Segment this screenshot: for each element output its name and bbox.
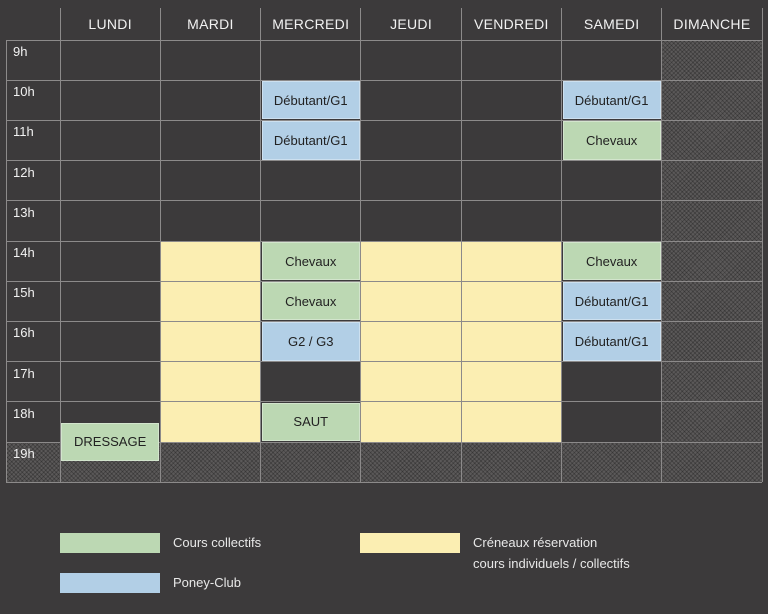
- grid-vline: [360, 8, 362, 483]
- hour-label: 14h: [13, 245, 35, 260]
- event-block: Débutant/G1: [261, 121, 360, 160]
- reservation-slot: [461, 241, 562, 442]
- grid-hline: [6, 361, 763, 363]
- legend-swatch-poney-club: [60, 573, 160, 593]
- grid-hline: [6, 481, 763, 483]
- event-label: DRESSAGE: [74, 434, 147, 450]
- hour-label: 17h: [13, 365, 35, 381]
- day-header: VENDREDI: [473, 16, 549, 32]
- day-header: JEUDI: [390, 16, 433, 32]
- event-block: Débutant/G1: [562, 322, 661, 361]
- grid-hline: [6, 79, 763, 81]
- hour-label: 9h: [13, 44, 28, 59]
- hour-label: 15h: [13, 285, 35, 301]
- event-block: G2 / G3: [261, 322, 360, 361]
- event-block: Chevaux: [562, 121, 661, 160]
- legend-label-poney-club: Poney-Club: [173, 575, 241, 590]
- legend-label-reservation-line1: Créneaux réservation: [473, 535, 598, 550]
- hour-label: 12h: [13, 164, 35, 180]
- day-header: DIMANCHE: [673, 16, 751, 32]
- event-label: G2 / G3: [287, 333, 334, 349]
- grid-hline: [6, 401, 763, 403]
- grid-vline: [661, 8, 663, 483]
- event-label: Chevaux: [585, 132, 638, 148]
- event-block: DRESSAGE: [61, 422, 160, 462]
- grid-hline: [6, 119, 763, 121]
- day-header: SAMEDI: [583, 16, 640, 32]
- grid-hline: [6, 160, 763, 162]
- grid-hline: [6, 200, 763, 202]
- reservation-slot: [360, 241, 462, 442]
- event-label: Débutant/G1: [574, 333, 649, 349]
- event-block: Débutant/G1: [261, 81, 360, 120]
- event-label: Chevaux: [285, 293, 337, 309]
- legend-label-reservation-line2: cours individuels / collectifs: [473, 556, 630, 571]
- closed-day-area: [661, 40, 763, 483]
- reservation-slot: [160, 241, 261, 442]
- event-block: Chevaux: [261, 242, 360, 281]
- grid-vline: [561, 8, 562, 483]
- grid-vline: [5, 40, 7, 483]
- grid-hline: [6, 320, 763, 322]
- day-header: MARDI: [187, 16, 234, 32]
- event-label: Chevaux: [585, 253, 638, 269]
- event-label: Débutant/G1: [273, 92, 348, 108]
- hour-label: 11h: [13, 124, 34, 140]
- hour-label: 18h: [13, 405, 35, 421]
- event-label: SAUT: [293, 414, 329, 430]
- grid-hline: [6, 280, 763, 282]
- event-label: Débutant/G1: [574, 293, 649, 309]
- hour-label: 13h: [13, 204, 35, 220]
- event-block: Chevaux: [562, 242, 661, 281]
- day-header: MERCREDI: [272, 16, 350, 32]
- grid-vline: [460, 8, 462, 483]
- event-block: Débutant/G1: [562, 81, 661, 120]
- hour-label: 19h: [13, 446, 35, 461]
- grid-hline: [6, 240, 763, 242]
- closed-hour-area: [60, 442, 763, 483]
- grid-hline: [6, 39, 763, 41]
- grid-vline: [159, 8, 161, 483]
- event-block: SAUT: [261, 402, 360, 441]
- event-label: Débutant/G1: [273, 132, 348, 148]
- legend-swatch-reservation: [360, 533, 460, 553]
- event-block: Chevaux: [261, 282, 360, 321]
- event-label: Débutant/G1: [574, 92, 649, 108]
- legend-swatch-collectifs: [60, 533, 160, 553]
- day-header: LUNDI: [88, 16, 132, 32]
- legend-label-collectifs: Cours collectifs: [173, 535, 262, 550]
- closed-hour-label-area: [6, 442, 60, 483]
- hour-label: 10h: [13, 84, 35, 100]
- grid-vline: [260, 8, 262, 483]
- event-label: Chevaux: [285, 253, 337, 269]
- grid-hline: [6, 441, 763, 443]
- hour-label: 16h: [13, 325, 35, 341]
- grid-vline: [59, 8, 61, 483]
- event-block: Débutant/G1: [562, 282, 661, 321]
- grid-vline: [761, 8, 763, 483]
